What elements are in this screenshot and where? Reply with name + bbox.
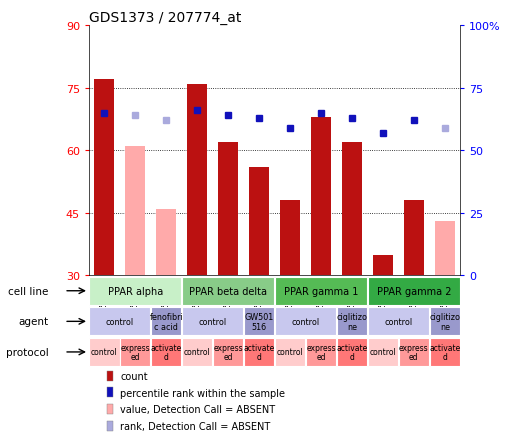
Bar [337,308,367,335]
Text: GW501
516: GW501 516 [244,312,274,331]
Bar [108,371,113,381]
Text: PPAR gamma 1: PPAR gamma 1 [284,286,358,296]
Text: control: control [384,317,413,326]
Bar [94,80,115,276]
Bar [151,338,181,366]
Text: express
ed: express ed [120,343,150,362]
Text: PPAR beta delta: PPAR beta delta [189,286,267,296]
Text: activate
d: activate d [429,343,460,362]
Text: control: control [199,317,227,326]
Bar [280,201,300,276]
Bar [306,338,336,366]
Text: express
ed: express ed [306,343,336,362]
Text: activate
d: activate d [336,343,368,362]
Text: cell line: cell line [8,286,49,296]
Text: value, Detection Call = ABSENT: value, Detection Call = ABSENT [120,404,276,414]
Bar [249,168,269,276]
Bar [126,147,145,276]
Bar [108,421,113,431]
Bar [244,308,274,335]
Bar [311,118,331,276]
Bar [156,209,176,276]
Bar [108,404,113,414]
Bar [399,338,429,366]
Text: activate
d: activate d [244,343,275,362]
Text: percentile rank within the sample: percentile rank within the sample [120,388,286,398]
Text: PPAR gamma 2: PPAR gamma 2 [377,286,451,296]
Bar [89,277,181,305]
Bar [373,255,393,276]
Bar [218,143,238,276]
Text: activate
d: activate d [151,343,182,362]
Text: ciglitizo
ne: ciglitizo ne [429,312,460,331]
Bar [342,143,362,276]
Text: control: control [106,317,134,326]
Bar [435,222,455,276]
Bar [182,308,243,335]
Bar [89,308,151,335]
Bar [368,277,460,305]
Text: GDS1373 / 207774_at: GDS1373 / 207774_at [89,11,241,25]
Bar [429,338,460,366]
Bar [108,388,113,398]
Bar [244,338,274,366]
Bar [275,277,367,305]
Text: express
ed: express ed [399,343,429,362]
Text: control: control [277,348,303,357]
Bar [404,201,424,276]
Bar [151,308,181,335]
Bar [120,338,151,366]
Bar [337,338,367,366]
Bar [275,308,336,335]
Text: control: control [370,348,396,357]
Text: rank, Detection Call = ABSENT: rank, Detection Call = ABSENT [120,421,271,431]
Bar [368,338,398,366]
Bar [275,338,305,366]
Text: PPAR alpha: PPAR alpha [108,286,163,296]
Text: control: control [184,348,211,357]
Text: agent: agent [18,317,49,327]
Text: protocol: protocol [6,347,49,357]
Bar [368,308,429,335]
Bar [429,308,460,335]
Text: control: control [91,348,118,357]
Text: count: count [120,371,148,381]
Bar [187,84,207,276]
Text: ciglitizo
ne: ciglitizo ne [336,312,368,331]
Bar [182,277,274,305]
Bar [182,338,212,366]
Text: fenofibri
c acid: fenofibri c acid [150,312,183,331]
Bar [213,338,243,366]
Text: express
ed: express ed [213,343,243,362]
Bar [89,338,120,366]
Text: control: control [291,317,320,326]
